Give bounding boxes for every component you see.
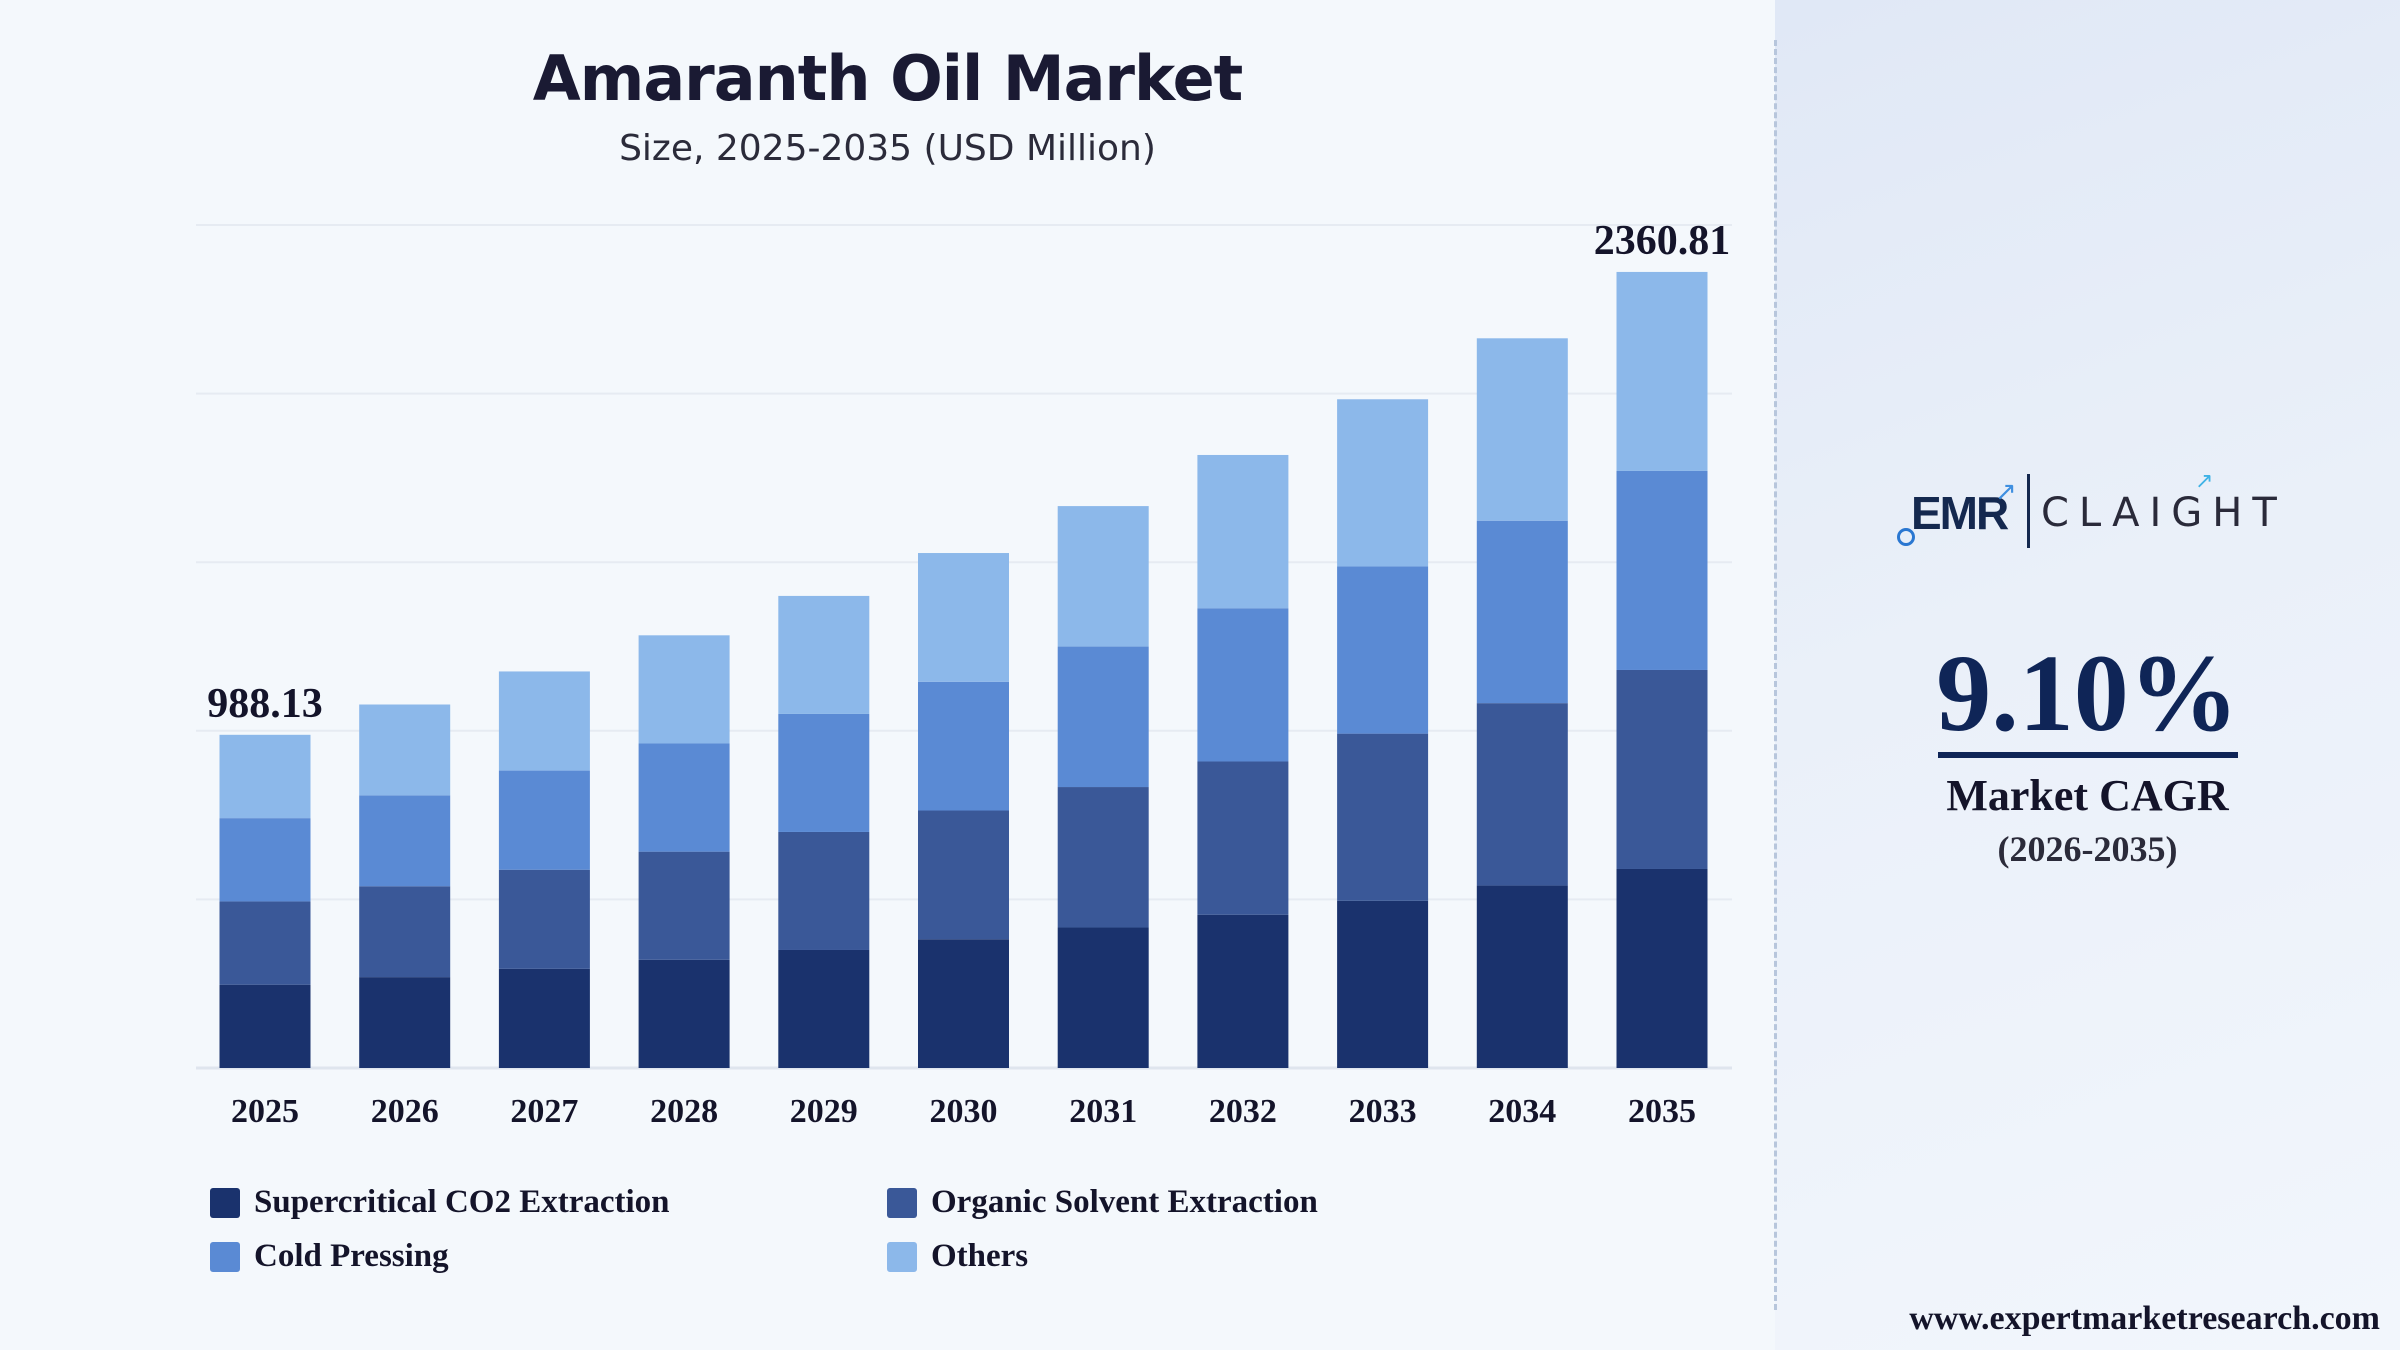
bar-segment-2028-series-2 (638, 743, 730, 852)
cagr-value: 9.10% (1936, 632, 2239, 754)
bar-segment-2031-series-0 (1057, 927, 1149, 1068)
bar-segment-2033-series-3 (1337, 399, 1429, 567)
bar-segment-2034-series-3 (1476, 338, 1568, 521)
x-tick-label-2030: 2030 (930, 1093, 998, 1130)
logo-divider (2027, 474, 2030, 548)
bar-segment-2035-series-1 (1616, 669, 1708, 869)
bar-segment-2025-series-1 (219, 901, 311, 985)
stacked-bar-chart: 2025 988.13 2026 2027 2028 2029 2030 2031 2032 20… (196, 218, 1732, 1130)
logo-emr-text: EMR (1911, 487, 2009, 539)
bar-segment-2030-series-0 (918, 939, 1009, 1068)
legend-label-supercritical: Supercritical CO2 Extraction (254, 1184, 670, 1220)
website-url: www.expertmarketresearch.com (1909, 1300, 2380, 1337)
logo-spark-icon: ↗ (2195, 468, 2214, 493)
bar-segment-2025-series-2 (219, 818, 311, 902)
info-panel (1775, 0, 2400, 1350)
chart-title: Amaranth Oil Market (532, 42, 1244, 115)
bar-segment-2027-series-2 (498, 770, 590, 870)
bar-segment-2033-series-1 (1337, 733, 1429, 901)
legend-swatch-cold-pressing (210, 1241, 240, 1272)
legend-swatch-others (887, 1241, 917, 1272)
cagr-underline (1938, 752, 2238, 758)
x-tick-label-2035: 2035 (1628, 1093, 1696, 1130)
bar-segment-2033-series-2 (1337, 566, 1429, 734)
bar-segment-2035-series-3 (1616, 271, 1708, 471)
x-tick-label-2029: 2029 (790, 1093, 858, 1130)
x-tick-label-2031: 2031 (1069, 1093, 1137, 1130)
x-tick-label-2033: 2033 (1349, 1093, 1417, 1130)
bar-segment-2030-series-3 (918, 553, 1009, 682)
cagr-period: (2026-2035) (1997, 829, 2178, 869)
bar-segment-2027-series-1 (498, 869, 590, 969)
emr-claight-logo: EMR ↗ CLAIGHT ↗ (1895, 468, 2295, 558)
legend-item-organic-solvent: Organic Solvent Extraction (887, 1184, 1318, 1221)
bar-segment-2026-series-3 (359, 704, 451, 796)
chart-subtitle: Size, 2025-2035 (USD Million) (619, 128, 1156, 169)
bar-segment-2028-series-0 (638, 959, 730, 1068)
logo-arrow-icon: ↗ (1995, 476, 2017, 506)
bar-segment-2034-series-0 (1476, 885, 1568, 1068)
bar-segment-2026-series-2 (359, 795, 451, 887)
bar-segment-2028-series-1 (638, 851, 730, 960)
bar-segment-2033-series-0 (1337, 900, 1429, 1068)
logo-dot-icon (1897, 528, 1915, 546)
x-tick-label-2027: 2027 (510, 1093, 578, 1130)
bar-segment-2025-series-0 (219, 984, 311, 1068)
legend-label-others: Others (931, 1238, 1029, 1274)
bar-segment-2032-series-2 (1197, 608, 1289, 762)
x-tick-label-2028: 2028 (650, 1093, 718, 1130)
bar-segment-2029-series-0 (778, 949, 870, 1068)
bar-segment-2031-series-3 (1057, 506, 1149, 647)
legend-label-cold-pressing: Cold Pressing (254, 1238, 449, 1274)
legend-swatch-supercritical (210, 1187, 240, 1218)
bar-segment-2029-series-2 (778, 713, 870, 832)
bar-segment-2025-series-3 (219, 734, 311, 819)
bar-segment-2027-series-0 (498, 968, 590, 1068)
bar-segment-2026-series-1 (359, 886, 451, 978)
bar-segment-2034-series-1 (1476, 703, 1568, 886)
x-tick-label-2032: 2032 (1209, 1093, 1277, 1130)
bar-segment-2032-series-0 (1197, 914, 1289, 1068)
bar-segment-2034-series-2 (1476, 520, 1568, 704)
bar-segment-2027-series-3 (498, 671, 590, 771)
logo-claight-text: CLAIGHT (2041, 490, 2287, 536)
bar-segment-2031-series-2 (1057, 646, 1149, 788)
legend-swatch-organic-solvent (887, 1187, 917, 1218)
data-label-2025: 988.13 (207, 681, 323, 727)
data-label-2035: 2360.81 (1594, 218, 1731, 264)
bar-segment-2035-series-2 (1616, 470, 1708, 670)
bar-segment-2029-series-3 (778, 595, 870, 714)
legend-label-organic-solvent: Organic Solvent Extraction (931, 1184, 1318, 1220)
bar-segment-2030-series-2 (918, 681, 1009, 811)
cagr-label: Market CAGR (1946, 771, 2229, 820)
bar-segment-2030-series-1 (918, 810, 1009, 940)
bar-segment-2026-series-0 (359, 977, 451, 1068)
legend-item-cold-pressing: Cold Pressing (210, 1238, 449, 1275)
chart-legend: Supercritical CO2 Extraction Organic Sol… (210, 1184, 1410, 1294)
x-tick-label-2034: 2034 (1488, 1093, 1556, 1130)
bar-segment-2032-series-3 (1197, 454, 1289, 609)
bar-segment-2029-series-1 (778, 831, 870, 950)
bar-segment-2031-series-1 (1057, 787, 1149, 928)
bar-segment-2032-series-1 (1197, 761, 1289, 915)
panel-divider (1774, 40, 1777, 1310)
legend-item-supercritical: Supercritical CO2 Extraction (210, 1184, 670, 1221)
bar-segment-2035-series-0 (1616, 868, 1708, 1068)
x-tick-label-2025: 2025 (231, 1093, 299, 1130)
legend-item-others: Others (887, 1238, 1028, 1275)
x-tick-label-2026: 2026 (371, 1093, 439, 1130)
bar-segment-2028-series-3 (638, 635, 730, 744)
